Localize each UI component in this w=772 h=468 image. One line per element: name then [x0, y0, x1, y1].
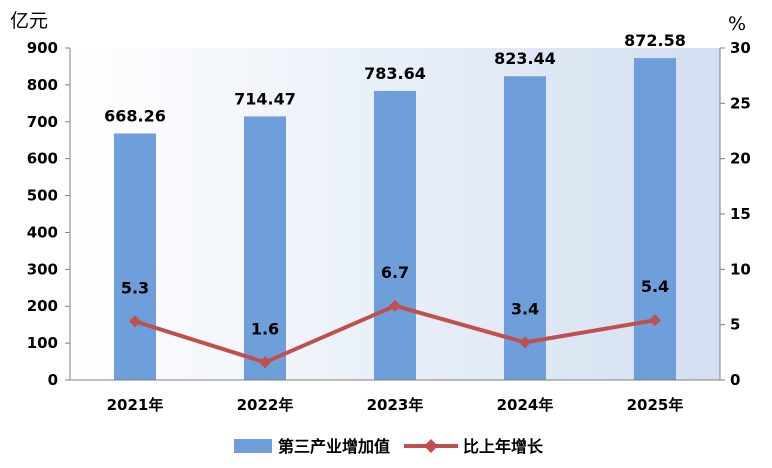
right-tick-label: 5 — [730, 316, 740, 334]
right-tick-label: 15 — [730, 205, 751, 223]
line-marker — [519, 336, 531, 349]
bar-data-label: 668.26 — [104, 106, 166, 125]
legend: 第三产业增加值 比上年增长 — [234, 437, 544, 456]
bar — [504, 76, 546, 381]
bar — [114, 133, 156, 380]
category-label: 2025年 — [627, 396, 684, 414]
bar — [634, 58, 676, 381]
left-tick-label: 300 — [27, 260, 58, 278]
right-tick-label: 10 — [730, 260, 751, 278]
left-axis: 0 100 200 300 400 500 600 700 800 900 — [27, 39, 71, 389]
left-tick-label: 900 — [27, 39, 58, 57]
legend-swatch-bars — [234, 439, 272, 453]
line-data-label: 5.4 — [641, 277, 669, 296]
legend-label-line: 比上年增长 — [463, 437, 544, 456]
line-marker — [389, 299, 401, 312]
left-tick-label: 600 — [27, 150, 58, 168]
right-tick-label: 25 — [730, 94, 751, 112]
right-axis-unit: % — [728, 13, 746, 35]
left-tick-label: 200 — [27, 297, 58, 315]
right-tick-label: 0 — [730, 371, 740, 389]
line-marker — [259, 356, 271, 369]
line-marker — [129, 315, 141, 328]
category-labels: 2021年 2022年 2023年 2024年 2025年 — [107, 396, 684, 414]
legend-marker — [424, 439, 438, 453]
left-tick-label: 0 — [48, 371, 58, 389]
bar — [374, 90, 416, 380]
left-tick-label: 100 — [27, 334, 58, 352]
left-tick-label: 500 — [27, 187, 58, 205]
bar-series: 668.26 714.47 783.64 823.44 872.58 — [104, 31, 686, 381]
line-data-label: 6.7 — [381, 263, 409, 282]
left-tick-label: 800 — [27, 76, 58, 94]
bar — [244, 116, 286, 381]
left-tick-label: 700 — [27, 113, 58, 131]
right-axis: 0 5 10 15 20 25 30 — [719, 39, 751, 389]
category-label: 2023年 — [367, 396, 424, 414]
line-data-label: 3.4 — [511, 299, 539, 318]
bar-data-label: 823.44 — [494, 49, 556, 68]
bar-data-label: 783.64 — [364, 64, 426, 83]
left-tick-label: 400 — [27, 223, 58, 241]
line-data-label: 5.3 — [121, 278, 149, 297]
category-label: 2022年 — [237, 396, 294, 414]
right-tick-label: 30 — [730, 39, 751, 57]
category-label: 2024年 — [497, 396, 554, 414]
bar-data-label: 714.47 — [234, 89, 296, 108]
line-series: 5.3 1.6 6.7 3.4 5.4 — [121, 263, 669, 369]
category-label: 2021年 — [107, 396, 164, 414]
line-marker — [649, 314, 661, 327]
bar-data-label: 872.58 — [624, 31, 686, 50]
right-tick-label: 20 — [730, 150, 751, 168]
line-data-label: 1.6 — [251, 319, 279, 338]
left-axis-unit: 亿元 — [10, 10, 48, 32]
legend-label-bars: 第三产业增加值 — [278, 437, 390, 456]
